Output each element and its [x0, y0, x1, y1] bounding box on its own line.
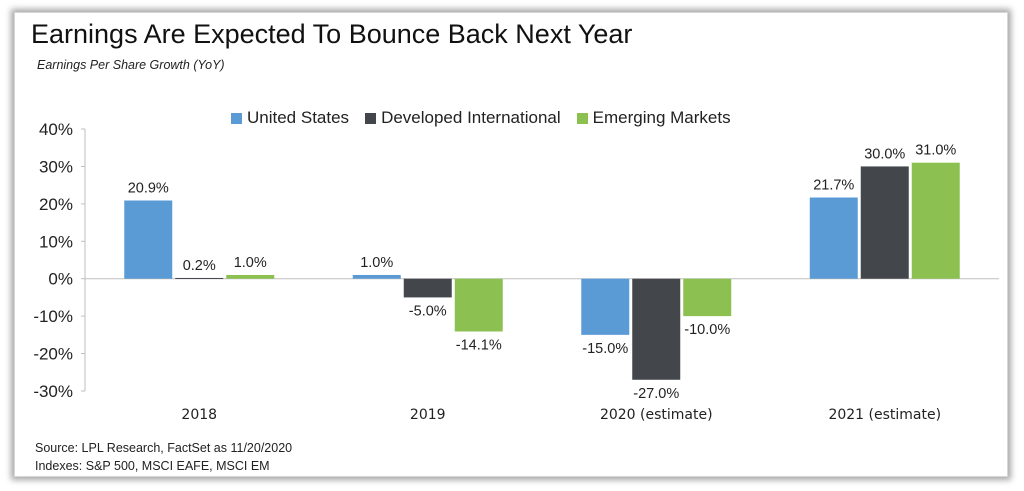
data-label: 21.7% [813, 177, 854, 193]
y-tick-label: 40% [39, 120, 73, 139]
data-label: 30.0% [864, 146, 905, 162]
legend-swatch-emerging-markets [576, 112, 588, 124]
y-tick-label: -30% [33, 382, 73, 401]
legend-label-emerging-markets: Emerging Markets [592, 108, 731, 127]
y-tick-label: 20% [39, 195, 73, 214]
bar-chart-plot: 40% 30% 20% 10% 0% -10% -20% -30% 20.9% 0.2% 1.0% 2… [33, 120, 999, 423]
legend: United States Developed International Em… [231, 108, 731, 128]
y-tick-label: 10% [39, 232, 73, 251]
data-label: -15.0% [582, 341, 628, 357]
bar [454, 278, 503, 332]
legend-swatch-united-states [231, 112, 242, 124]
x-category-label: 2021 (estimate) [828, 407, 941, 423]
x-category-label: 2020 (estimate) [600, 407, 713, 423]
data-label: -14.1% [456, 337, 502, 353]
data-label: 31.0% [915, 143, 956, 159]
bar [226, 274, 275, 279]
legend-item-emerging-markets: Emerging Markets [576, 108, 731, 128]
x-category-label: 2018 [181, 407, 217, 423]
bar [352, 274, 401, 279]
data-label: -27.0% [633, 386, 679, 402]
legend-label-developed-international: Developed International [381, 108, 561, 127]
data-label: -10.0% [684, 322, 730, 338]
y-tick-label: 0% [48, 270, 73, 289]
y-tick-label: -20% [33, 345, 73, 364]
chart-title: Earnings Are Expected To Bounce Back Nex… [31, 19, 633, 49]
chart-frame: Earnings Are Expected To Bounce Back Nex… [14, 12, 1008, 477]
bar [632, 278, 681, 380]
bar [809, 197, 858, 279]
bar [860, 166, 909, 279]
data-label: 20.9% [128, 180, 169, 196]
legend-swatch-developed-international [365, 112, 377, 124]
source-note: Source: LPL Research, FactSet as 11/20/2… [35, 441, 293, 455]
indexes-note: Indexes: S&P 500, MSCI EAFE, MSCI EM [35, 459, 270, 473]
bar [403, 278, 452, 298]
data-label: 1.0% [234, 255, 267, 271]
data-label: -5.0% [409, 303, 447, 319]
bar [175, 277, 224, 279]
chart-subtitle: Earnings Per Share Growth (YoY) [37, 58, 225, 72]
bar [911, 162, 960, 279]
data-label: 1.0% [360, 255, 393, 271]
y-tick-label: 30% [39, 157, 73, 176]
legend-item-developed-international: Developed International [365, 108, 561, 128]
legend-item-united-states: United States [231, 108, 349, 128]
data-label: 0.2% [183, 258, 216, 274]
y-tick-label: -10% [33, 307, 73, 326]
bar [124, 200, 173, 279]
bar [683, 278, 732, 317]
bar [581, 278, 630, 335]
x-category-label: 2019 [410, 407, 446, 423]
legend-label-united-states: United States [247, 108, 350, 127]
